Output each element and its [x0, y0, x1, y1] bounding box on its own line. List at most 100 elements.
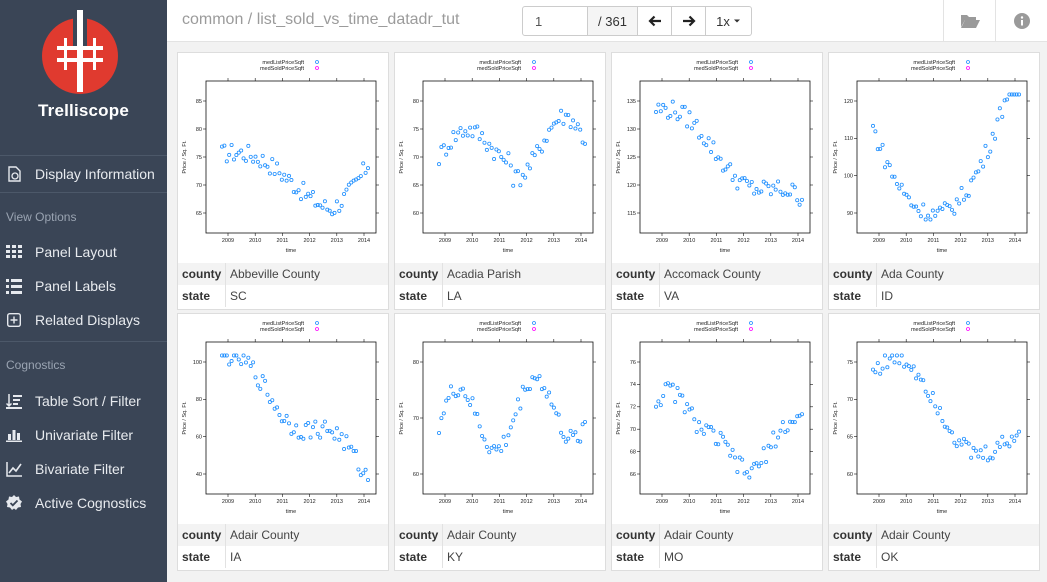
- next-page-button[interactable]: [672, 6, 706, 36]
- folder-open-icon: [960, 15, 980, 28]
- data-point: [356, 467, 361, 472]
- plot-frame: [639, 341, 811, 495]
- x-tick-label: 2010: [249, 238, 261, 244]
- data-point: [446, 145, 451, 150]
- y-tick-label: 40: [196, 472, 202, 478]
- legend-entry: medSoldPriceSqft: [477, 66, 521, 72]
- data-point: [487, 450, 492, 455]
- data-point: [236, 150, 241, 155]
- data-point: [318, 435, 323, 440]
- data-point: [224, 353, 229, 358]
- panel[interactable]: medListPriceSqft medSoldPriceSqft 90 100 110…: [828, 52, 1040, 310]
- x-tick-label: 2010: [466, 238, 478, 244]
- section-heading-view-options: View Options: [6, 210, 77, 224]
- data-point: [282, 419, 287, 424]
- panel[interactable]: medListPriceSqft medSoldPriceSqft 60 65 70 75…: [828, 313, 1040, 571]
- y-tick-label: 130: [627, 127, 636, 133]
- data-point: [778, 189, 783, 194]
- sidebar-item-table-sort-filter[interactable]: Table Sort / Filter: [0, 385, 167, 417]
- data-point: [677, 114, 682, 119]
- data-point: [728, 162, 733, 167]
- data-point: [241, 156, 246, 161]
- data-point: [873, 370, 878, 375]
- sidebar-item-panel-layout[interactable]: Panel Layout: [0, 236, 167, 268]
- data-point: [282, 172, 287, 177]
- data-point: [289, 178, 294, 183]
- x-tick-label: 2014: [358, 499, 370, 505]
- sidebar-item-display-information[interactable]: Display Information: [0, 158, 167, 190]
- y-tick-label: 120: [627, 183, 636, 189]
- data-point: [795, 414, 800, 419]
- data-point: [1016, 92, 1021, 97]
- prev-page-button[interactable]: [638, 6, 672, 36]
- y-tick-label: 80: [413, 360, 419, 366]
- data-point: [692, 417, 697, 422]
- data-point: [728, 453, 733, 458]
- plot-frame: [422, 341, 594, 495]
- data-point: [437, 431, 442, 436]
- data-point: [737, 455, 742, 460]
- data-point: [973, 448, 978, 453]
- data-point: [472, 411, 477, 416]
- zoom-dropdown[interactable]: 1x: [706, 6, 752, 36]
- data-point: [797, 202, 802, 207]
- data-point: [544, 138, 549, 143]
- data-point: [265, 392, 270, 397]
- data-point: [887, 356, 892, 361]
- data-point: [492, 444, 497, 449]
- data-point: [363, 467, 368, 472]
- data-point: [342, 191, 347, 196]
- data-point: [759, 461, 764, 466]
- data-point: [363, 170, 368, 175]
- page-number-input[interactable]: 1: [522, 6, 588, 36]
- data-point: [561, 121, 566, 126]
- panel[interactable]: medListPriceSqft medSoldPriceSqft 60 70 80 20…: [394, 313, 606, 571]
- data-point: [880, 142, 885, 147]
- data-point: [571, 118, 576, 123]
- cognostic-value: VA: [664, 289, 680, 303]
- data-point: [983, 143, 988, 148]
- legend-marker: [966, 66, 970, 70]
- x-tick-label: 2012: [520, 238, 532, 244]
- data-point: [499, 154, 504, 159]
- data-point: [322, 419, 327, 424]
- sidebar: Trelliscope Display Information View Opt…: [0, 0, 167, 582]
- data-point: [685, 124, 690, 129]
- data-point: [575, 438, 580, 443]
- info-button[interactable]: [995, 0, 1047, 42]
- panel[interactable]: medListPriceSqft medSoldPriceSqft 40 60 80 10…: [177, 313, 389, 571]
- panel[interactable]: medListPriceSqft medSoldPriceSqft 65 70 75 80…: [177, 52, 389, 310]
- folder-open-button[interactable]: [943, 0, 995, 42]
- panel[interactable]: medListPriceSqft medSoldPriceSqft 60 65 70 75…: [394, 52, 606, 310]
- data-point: [251, 360, 256, 365]
- sidebar-item-bivariate-filter[interactable]: Bivariate Filter: [0, 453, 167, 485]
- data-point: [270, 157, 275, 162]
- data-point: [945, 425, 950, 430]
- data-point: [692, 120, 697, 125]
- sidebar-item-panel-labels[interactable]: Panel Labels: [0, 270, 167, 302]
- panel[interactable]: medListPriceSqft medSoldPriceSqft 66 68 70 72…: [611, 313, 823, 571]
- y-tick-label: 70: [413, 155, 419, 161]
- data-point: [470, 134, 475, 139]
- data-point: [754, 187, 759, 192]
- x-tick-label: 2010: [900, 499, 912, 505]
- data-point: [458, 126, 463, 131]
- data-point: [906, 195, 911, 200]
- data-point: [732, 455, 737, 460]
- data-point: [506, 151, 511, 156]
- data-point: [325, 428, 330, 433]
- sidebar-item-related-displays[interactable]: Related Displays: [0, 304, 167, 336]
- data-point: [468, 125, 473, 130]
- data-point: [356, 176, 361, 181]
- cognostic-value: Abbeville County: [226, 263, 388, 285]
- panel[interactable]: medListPriceSqft medSoldPriceSqft 115 120 12…: [611, 52, 823, 310]
- data-point: [749, 466, 754, 471]
- x-axis-label: time: [503, 248, 513, 254]
- cognostic-value: OK: [881, 550, 899, 564]
- data-point: [504, 442, 509, 447]
- data-point: [532, 153, 537, 158]
- sidebar-item-univariate-filter[interactable]: Univariate Filter: [0, 419, 167, 451]
- sidebar-item-active-cognostics[interactable]: Active Cognostics: [0, 487, 167, 519]
